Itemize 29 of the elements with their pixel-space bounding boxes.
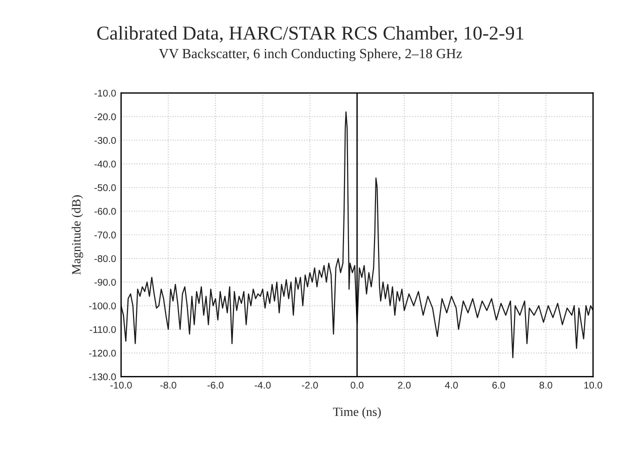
- y-tick-label: -120.0: [89, 350, 116, 357]
- y-tick-label: -110.0: [90, 326, 116, 333]
- x-tick-label: 8.0: [540, 382, 552, 389]
- y-axis-title: Magnitude (dB): [72, 195, 84, 275]
- y-tick-label: -10.0: [94, 90, 116, 97]
- y-tick-label: -80.0: [94, 255, 116, 262]
- x-tick-label: 10.0: [584, 382, 602, 389]
- x-tick-label: -6.0: [208, 382, 224, 389]
- y-tick-label: -90.0: [94, 278, 116, 286]
- y-tick-label: -60.0: [94, 208, 116, 215]
- y-tick-label: -50.0: [94, 184, 116, 192]
- chart-title: Calibrated Data, HARC/STAR RCS Chamber, 10-2-91: [97, 26, 524, 43]
- y-tick-label: -30.0: [94, 137, 116, 144]
- x-tick-label: -10.0: [110, 382, 132, 389]
- x-tick-label: -8.0: [160, 382, 176, 389]
- y-tick-label: -130.0: [89, 373, 116, 380]
- y-tick-label: -40.0: [94, 160, 116, 168]
- x-tick-label: -2.0: [302, 382, 318, 389]
- y-tick-label: -70.0: [94, 232, 116, 238]
- x-tick-label: 2.0: [398, 382, 411, 389]
- y-tick-label: -20.0: [94, 113, 116, 120]
- x-tick-label: 0.0: [350, 382, 364, 389]
- y-tick-label: -100.0: [89, 302, 116, 310]
- x-axis-title: Time (ns): [333, 407, 381, 419]
- chart-subtitle: VV Backscatter, 6 inch Conducting Sphere, 2–18 GHz: [158, 48, 462, 62]
- line-series: [121, 111, 594, 358]
- x-tick-label: 4.0: [444, 382, 458, 389]
- x-tick-label: -4.0: [254, 382, 271, 389]
- x-tick-label: 6.0: [492, 382, 506, 389]
